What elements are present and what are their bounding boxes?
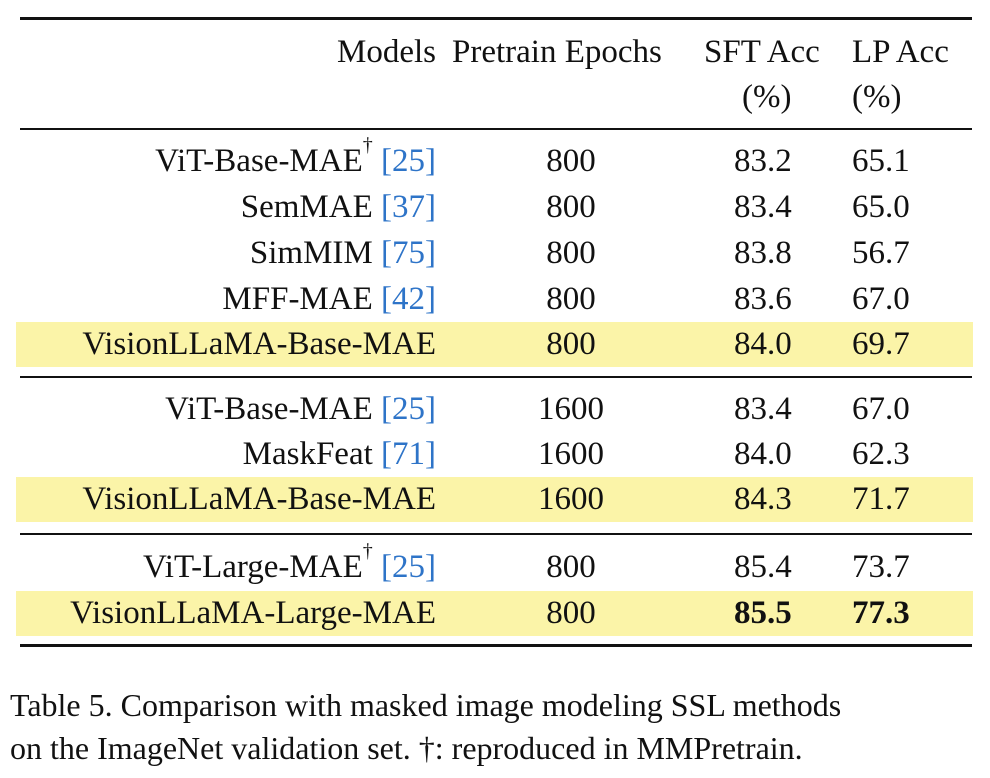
model-name: SemMAE: [240, 189, 373, 225]
sft-acc-value-best: 85.5: [734, 595, 792, 631]
model-name: ViT-Large-MAE: [142, 549, 363, 585]
epochs-value: 1600: [538, 436, 604, 472]
lp-acc-value: 65.1: [852, 143, 910, 179]
model-name-cell: MaskFeat [71]: [243, 432, 436, 477]
model-name: ViT-Base-MAE: [155, 143, 363, 179]
lp-acc-value: 67.0: [852, 281, 910, 317]
sft-acc-value: 83.6: [734, 281, 792, 317]
table-row-highlighted: VisionLLaMA-Base-MAE 1600 84.3 71.7: [16, 477, 973, 522]
table-row: ViT-Base-MAE [25] 1600 83.4 67.0: [16, 387, 973, 432]
lp-acc-value: 56.7: [852, 235, 910, 271]
table-row: SimMIM [75] 800 83.8 56.7: [16, 231, 973, 276]
epochs-value: 1600: [538, 391, 604, 427]
reference-link[interactable]: [25]: [381, 143, 436, 179]
model-name-cell: MFF-MAE [42]: [222, 277, 436, 322]
caption-line-2: on the ImageNet validation set. †: repro…: [10, 730, 803, 766]
table-bottom-rule: [20, 644, 972, 647]
model-name: VisionLLaMA-Large-MAE: [70, 595, 436, 631]
lp-acc-value-best: 77.3: [852, 595, 910, 631]
table-row: MaskFeat [71] 1600 84.0 62.3: [16, 432, 973, 477]
table-row-highlighted: VisionLLaMA-Base-MAE 800 84.0 69.7: [16, 322, 973, 367]
reference-link[interactable]: [37]: [381, 189, 436, 225]
table-row: MFF-MAE [42] 800 83.6 67.0: [16, 277, 973, 322]
sft-acc-value: 83.2: [734, 143, 792, 179]
epochs-value: 800: [546, 549, 596, 585]
sft-acc-value: 84.0: [734, 326, 792, 362]
reference-link[interactable]: [25]: [381, 549, 436, 585]
model-name-cell: ViT-Base-MAE† [25]: [155, 135, 436, 184]
epochs-value: 800: [546, 595, 596, 631]
epochs-value: 1600: [538, 481, 604, 517]
header-sft-acc-unit: (%): [742, 79, 792, 115]
model-name: ViT-Base-MAE: [165, 391, 373, 427]
group-rule: [20, 533, 972, 535]
table-row-highlighted: VisionLLaMA-Large-MAE 800 85.5 77.3: [16, 591, 973, 636]
lp-acc-value: 67.0: [852, 391, 910, 427]
epochs-value: 800: [546, 189, 596, 225]
lp-acc-value: 62.3: [852, 436, 910, 472]
dagger-mark: †: [362, 540, 373, 562]
table-header: Models Pretrain Epochs SFT Acc (%) LP Ac…: [16, 30, 973, 120]
sft-acc-value: 84.3: [734, 481, 792, 517]
model-name: MaskFeat: [242, 436, 373, 472]
sft-acc-value: 83.4: [734, 189, 792, 225]
sft-acc-value: 83.8: [734, 235, 792, 271]
header-lp-acc: LP Acc: [852, 34, 949, 70]
epochs-value: 800: [546, 326, 596, 362]
epochs-value: 800: [546, 235, 596, 271]
model-name-cell: SimMIM [75]: [250, 231, 436, 276]
header-pretrain-epochs: Pretrain Epochs: [452, 34, 662, 70]
group-rule: [20, 376, 972, 378]
model-name: VisionLLaMA-Base-MAE: [82, 481, 436, 517]
epochs-value: 800: [546, 281, 596, 317]
header-lp-acc-unit: (%): [852, 79, 902, 115]
lp-acc-value: 65.0: [852, 189, 910, 225]
table-top-rule: [20, 17, 972, 20]
model-name-cell: ViT-Base-MAE [25]: [165, 387, 436, 432]
epochs-value: 800: [546, 143, 596, 179]
model-name-cell: ViT-Large-MAE† [25]: [142, 541, 436, 590]
table-row: ViT-Base-MAE† [25] 800 83.2 65.1: [16, 135, 973, 184]
sft-acc-value: 83.4: [734, 391, 792, 427]
table-row: SemMAE [37] 800 83.4 65.0: [16, 185, 973, 230]
model-name-cell: SemMAE [37]: [241, 185, 436, 230]
reference-link[interactable]: [25]: [381, 391, 436, 427]
header-rule: [20, 128, 972, 130]
lp-acc-value: 71.7: [852, 481, 910, 517]
header-sft-acc: SFT Acc: [704, 34, 820, 70]
model-name: SimMIM: [249, 235, 373, 271]
sft-acc-value: 85.4: [734, 549, 792, 585]
dagger-mark: †: [362, 134, 373, 156]
sft-acc-value: 84.0: [734, 436, 792, 472]
table-caption: Table 5. Comparison with masked image mo…: [10, 684, 985, 770]
model-name: VisionLLaMA-Base-MAE: [82, 326, 436, 362]
reference-link[interactable]: [71]: [381, 436, 436, 472]
lp-acc-value: 73.7: [852, 549, 910, 585]
reference-link[interactable]: [42]: [381, 281, 436, 317]
model-name: MFF-MAE: [222, 281, 373, 317]
lp-acc-value: 69.7: [852, 326, 910, 362]
header-models: Models: [337, 34, 436, 70]
caption-line-1: Table 5. Comparison with masked image mo…: [10, 687, 842, 723]
table-row: ViT-Large-MAE† [25] 800 85.4 73.7: [16, 541, 973, 590]
reference-link[interactable]: [75]: [381, 235, 436, 271]
